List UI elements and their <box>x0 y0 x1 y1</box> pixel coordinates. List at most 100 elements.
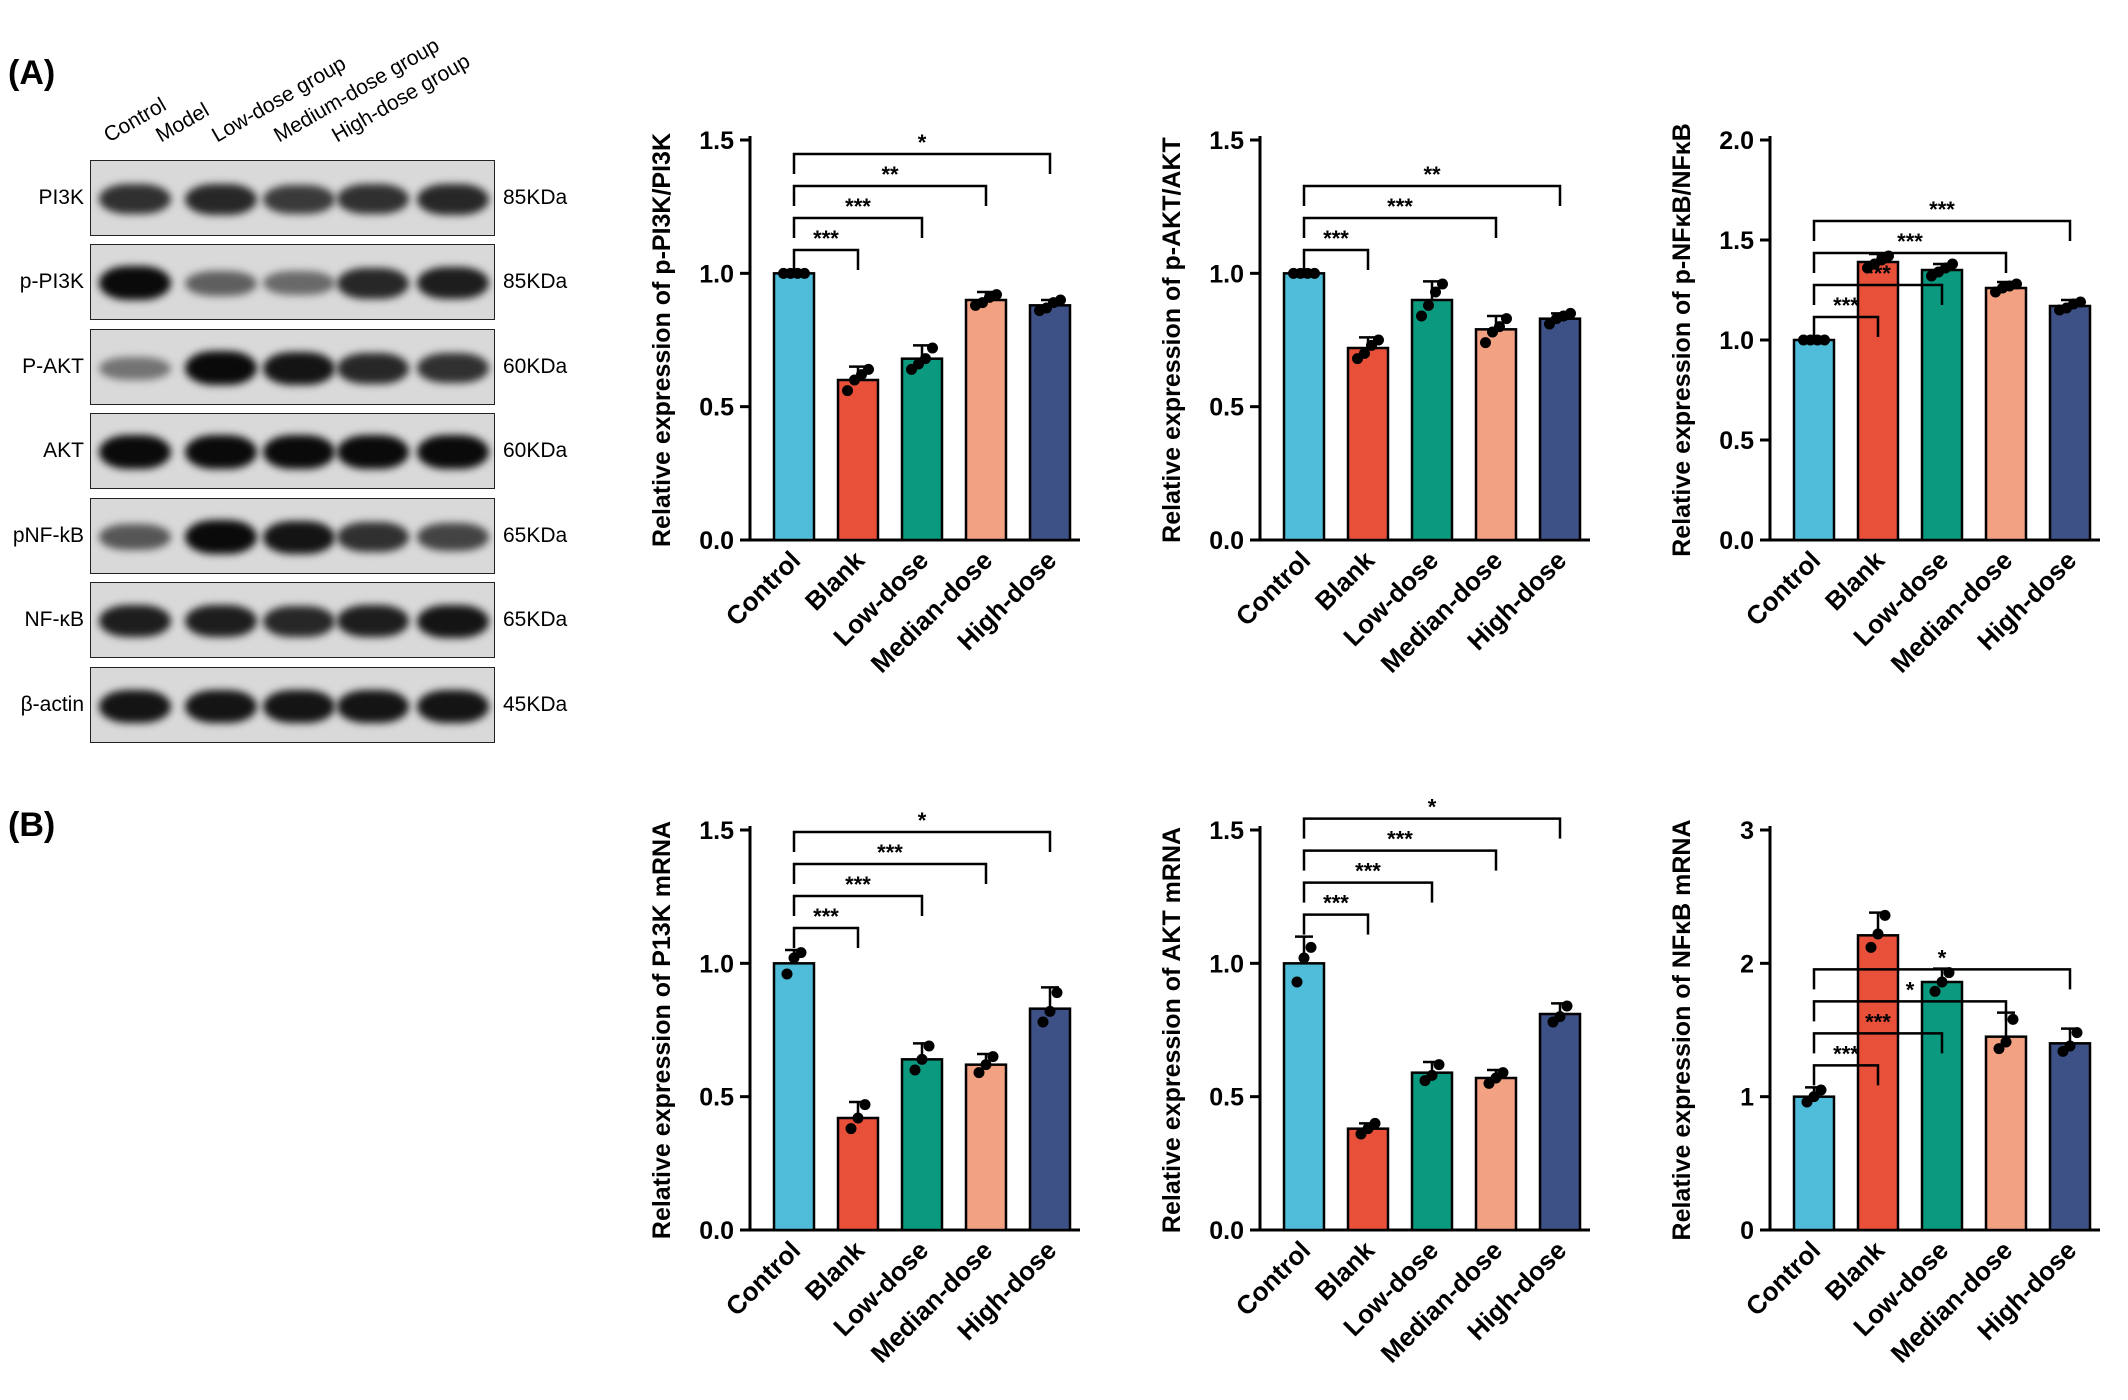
bar <box>1410 1071 1454 1232</box>
bar <box>900 357 944 542</box>
blot-band <box>337 605 409 637</box>
blot-band <box>417 604 489 638</box>
significance-bracket <box>1302 913 1370 935</box>
y-axis-label: Relative expression of p-NFκB/NFκB <box>1668 123 1696 557</box>
data-point <box>1037 1016 1049 1028</box>
blot-band <box>263 520 335 554</box>
y-tick-label: 0.5 <box>1209 394 1244 422</box>
protein-label: PI3K <box>38 186 84 209</box>
y-tick-label: 1.5 <box>699 127 734 155</box>
data-point <box>2000 1036 2012 1048</box>
chart-p-nfkb-nfkb: 0.0 0.5 1.0 1.5 2.0 Relative expression of p-… <box>1668 123 2100 679</box>
y-tick-label: 1.0 <box>699 950 734 978</box>
protein-label: pNF-kB <box>12 524 84 547</box>
data-point <box>2011 278 2022 290</box>
significance-label: * <box>1428 795 1437 820</box>
blot-row <box>90 160 495 236</box>
y-axis-label: Relative expression of p-AKT/AKT <box>1158 137 1186 543</box>
blot-row <box>90 667 495 743</box>
data-point <box>852 1112 864 1124</box>
significance-label: *** <box>845 194 871 219</box>
data-point <box>1808 1091 1820 1103</box>
data-point <box>1936 976 1948 988</box>
blot-band <box>263 689 335 723</box>
bar <box>1792 338 1836 542</box>
significance-label: *** <box>1897 229 1923 254</box>
data-point <box>2075 296 2086 308</box>
significance-label: *** <box>1387 827 1413 852</box>
bar <box>1984 1035 2028 1232</box>
y-tick-label: 0.5 <box>699 394 734 422</box>
bar <box>1538 317 1582 542</box>
protein-label: AKT <box>43 439 84 462</box>
bar <box>1474 1076 1518 1232</box>
significance-bracket <box>792 216 924 238</box>
y-tick-label: 0.5 <box>1719 427 1754 455</box>
blot-band <box>99 605 171 637</box>
bar <box>1028 304 1072 542</box>
chart-p-pi3k-pi3k: 0.0 0.5 1.0 1.5 Relative expression of p-PI3… <box>648 127 1080 679</box>
protein-label: p-PI3K <box>19 270 84 293</box>
data-point <box>1044 1005 1056 1017</box>
bar <box>1282 272 1326 542</box>
panel-label-a: (A) <box>8 54 56 92</box>
y-axis-label: Relative expression of AKT mRNA <box>1158 827 1186 1233</box>
data-point <box>1051 987 1063 999</box>
significance-label: *** <box>1929 197 1955 222</box>
data-point <box>1819 334 1830 346</box>
data-point <box>1305 941 1317 953</box>
blot-band <box>185 270 257 296</box>
data-point <box>859 1099 871 1111</box>
significance-bracket <box>1302 849 1498 871</box>
blot-band <box>417 353 489 383</box>
kda-label: 85KDa <box>503 270 568 293</box>
chart-nfkb-mrna: 0 1 2 3 Relative expression of NFκB mRNA Cont… <box>1668 817 2100 1369</box>
x-tick-label: Control <box>1740 1235 1827 1322</box>
data-point <box>1554 1011 1566 1023</box>
data-point <box>1565 307 1576 319</box>
significance-bracket <box>1812 1000 2008 1022</box>
bar <box>2048 1042 2092 1232</box>
bar <box>772 272 816 542</box>
bar <box>1346 346 1390 542</box>
bar <box>1538 1012 1582 1232</box>
blot-band <box>337 522 409 552</box>
significance-label: * <box>1906 977 1915 1002</box>
data-point <box>1879 909 1891 921</box>
blot-band <box>99 435 171 469</box>
significance-bracket <box>792 926 860 948</box>
y-tick-label: 0.0 <box>699 1217 734 1245</box>
data-point <box>1373 334 1384 346</box>
significance-bracket <box>792 830 1052 852</box>
x-tick-label: Control <box>720 1235 807 1322</box>
data-point <box>916 1053 928 1065</box>
bar <box>1792 1095 1836 1232</box>
y-axis-label: Relative expression of NFκB mRNA <box>1668 820 1696 1241</box>
protein-label: β-actin <box>20 693 84 716</box>
significance-bracket <box>1812 315 1880 337</box>
bar <box>1474 328 1518 542</box>
data-point <box>1298 952 1310 964</box>
significance-bracket <box>792 862 988 884</box>
significance-label: * <box>918 130 927 155</box>
data-point <box>987 1051 999 1063</box>
data-point <box>1865 941 1877 953</box>
x-tick-label: Control <box>1230 1235 1317 1322</box>
data-point <box>2064 1040 2076 1052</box>
data-point <box>973 1067 985 1079</box>
y-tick-label: 1.5 <box>1209 817 1244 845</box>
data-point <box>1501 313 1512 325</box>
significance-label: ** <box>881 162 899 187</box>
significance-label: *** <box>813 226 839 251</box>
significance-bracket <box>792 894 924 916</box>
blot-band <box>337 689 409 723</box>
significance-bracket <box>1812 1064 1880 1086</box>
y-tick-label: 1.0 <box>1209 260 1244 288</box>
significance-bracket <box>1302 184 1562 206</box>
y-tick-label: 1 <box>1740 1084 1754 1112</box>
y-tick-label: 0.0 <box>1719 527 1754 555</box>
bar <box>1282 962 1326 1232</box>
data-point <box>1494 321 1505 333</box>
kda-label: 45KDa <box>503 693 568 716</box>
blot-band <box>417 183 489 215</box>
